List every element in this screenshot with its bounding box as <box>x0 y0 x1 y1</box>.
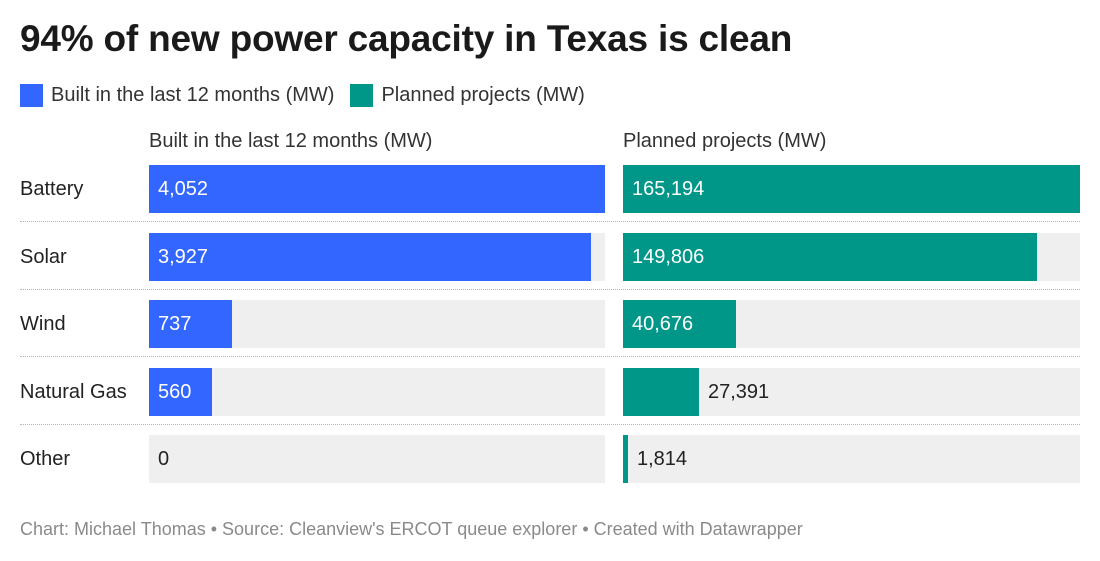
legend-label-planned: Planned projects (MW) <box>381 83 585 106</box>
bar-wind-planned <box>623 300 736 348</box>
row-label-natural-gas: Natural Gas <box>20 381 127 403</box>
value-label-battery-planned: 165,194 <box>632 178 705 200</box>
value-label-wind-built: 737 <box>158 313 192 335</box>
bar-solar-built <box>149 233 591 281</box>
value-label-wind-planned: 40,676 <box>632 313 694 335</box>
value-label-natural-gas-planned: 27,391 <box>708 381 770 403</box>
bar-track: 737 <box>149 300 605 348</box>
legend-swatch-built <box>20 83 43 107</box>
value-label-natural-gas-built: 560 <box>158 381 192 403</box>
bar-battery-built <box>149 165 605 213</box>
legend: Built in the last 12 months (MW) Planned… <box>20 82 601 108</box>
value-label-solar-built: 3,927 <box>158 246 209 268</box>
bar-track: 1,814 <box>623 435 1080 483</box>
legend-swatch-planned <box>350 83 374 107</box>
bar-track: 27,391 <box>623 368 1080 416</box>
chart-footer: Chart: Michael Thomas • Source: Cleanvie… <box>20 519 803 539</box>
bar-other-planned <box>623 435 628 483</box>
bar-track: 560 <box>149 368 605 416</box>
legend-label-built: Built in the last 12 months (MW) <box>51 83 335 106</box>
bar-natural-gas-built <box>149 368 212 416</box>
legend-item-planned: Planned projects (MW) <box>350 83 585 107</box>
bar-battery-planned <box>623 165 1080 213</box>
value-label-other-built: 0 <box>158 448 170 470</box>
row-label-other: Other <box>20 448 71 470</box>
bar-track: 3,927 <box>149 233 605 281</box>
row-label-wind: Wind <box>20 313 66 335</box>
row-divider <box>20 424 1080 425</box>
row-label-solar: Solar <box>20 246 67 268</box>
row-divider <box>20 356 1080 357</box>
value-label-battery-built: 4,052 <box>158 178 209 200</box>
row-divider <box>20 221 1080 222</box>
bar-track: 4,052 <box>149 165 605 213</box>
row-divider <box>20 289 1080 290</box>
bar-track: 149,806 <box>623 233 1080 281</box>
legend-item-built: Built in the last 12 months (MW) <box>20 83 335 107</box>
bar-track: 0 <box>149 435 605 483</box>
bar-solar-planned <box>623 233 1037 281</box>
bar-track: 40,676 <box>623 300 1080 348</box>
panel-header-built: Built in the last 12 months (MW) <box>149 130 433 152</box>
value-label-solar-planned: 149,806 <box>632 246 705 268</box>
bar-natural-gas-planned <box>623 368 699 416</box>
chart-title: 94% of new power capacity in Texas is cl… <box>20 18 793 59</box>
value-label-other-planned: 1,814 <box>637 448 688 470</box>
panel-header-planned: Planned projects (MW) <box>623 130 827 152</box>
bar-wind-built <box>149 300 232 348</box>
row-label-battery: Battery <box>20 178 84 200</box>
bar-track: 165,194 <box>623 165 1080 213</box>
